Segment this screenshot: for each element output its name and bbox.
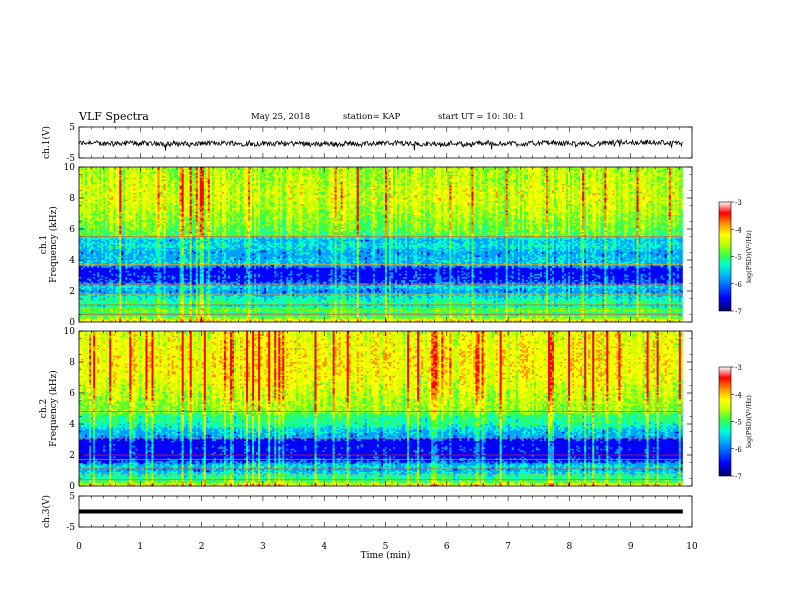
ch1-spectrogram-cells — [79, 167, 684, 323]
station-label: station= KAP — [343, 112, 400, 122]
ch2-spectrogram-ytick-label: 8 — [69, 358, 75, 368]
ch2-colorbar-label: log(PSD)(V²/Hz) — [745, 395, 753, 448]
time-axis: 0 1 2 3 4 5 6 7 8 9 10 Time (min) — [76, 542, 698, 561]
time-tick-label: 8 — [567, 542, 573, 552]
time-tick-label: 9 — [628, 542, 634, 552]
ch1-spectrogram-ytick-label: 6 — [69, 225, 75, 235]
time-tick-label: 6 — [444, 542, 450, 552]
ch3-waveform-trace — [79, 509, 683, 514]
ch1-colorbar-tick-label: -7 — [735, 308, 742, 316]
ch1-waveform-panel: 5 -5 ch.1(V) — [41, 123, 693, 164]
ch1-colorbar-tick-label: -4 — [735, 226, 742, 234]
ch1-waveform-ytick-label: 5 — [69, 123, 75, 133]
time-tick-label: 0 — [76, 542, 82, 552]
ch2-colorbar-tick-label: -7 — [735, 473, 742, 481]
ch1-spectrogram-ylabel-0: ch.1 — [39, 235, 49, 254]
ch1-colorbar-label: log(PSD)(V²/Hz) — [745, 230, 753, 283]
figure-title: VLF Spectra — [79, 110, 149, 123]
ch1-spectrogram-ytick-label: 2 — [69, 287, 75, 297]
date-label: May 25, 2018 — [251, 112, 310, 122]
ch1-waveform-trace — [78, 138, 684, 151]
time-tick-label: 5 — [383, 542, 389, 552]
ch3-waveform-ylabel-0: ch.3(V) — [41, 495, 52, 528]
ch2-colorbar-tick-label: -3 — [735, 364, 742, 372]
time-axis-label: Time (min) — [361, 550, 411, 561]
ch2-spectrogram-ytick-label: 4 — [69, 420, 75, 430]
ch2-colorbar: -3 -4 -5 -6 -7 log(PSD)(V²/Hz) — [718, 364, 753, 481]
ch2-spectrogram-ytick-label: 6 — [69, 389, 75, 399]
ch2-colorbar-tick-label: -6 — [735, 446, 742, 454]
ch1-waveform-ytick-label: -5 — [66, 154, 75, 164]
ch3-waveform-panel: 5 -5 ch.3(V) — [41, 492, 693, 533]
ch2-spectrogram-ytick-label: 2 — [69, 451, 75, 461]
ch1-colorbar: -3 -4 -5 -6 -7 log(PSD)(V²/Hz) — [718, 199, 753, 316]
time-tick-label: 2 — [199, 542, 205, 552]
ch2-colorbar-tick-label: -5 — [735, 419, 742, 427]
ch1-spectrogram-ytick-label: 10 — [64, 163, 76, 173]
ch2-spectrogram-ytick-label: 0 — [69, 482, 75, 492]
ch2-spectrogram-ytick-label: 10 — [64, 327, 76, 337]
time-tick-label: 10 — [686, 542, 698, 552]
ch3-waveform-ytick-label: -5 — [66, 523, 75, 533]
ch2-spectrogram-ylabel-0: ch.2 — [39, 399, 49, 418]
ch2-colorbar-gradient — [718, 366, 732, 477]
time-tick-label: 1 — [137, 542, 143, 552]
ch1-colorbar-tick-label: -3 — [735, 199, 742, 207]
time-tick-label: 4 — [321, 542, 327, 552]
time-tick-label: 3 — [260, 542, 266, 552]
ch1-spectrogram-ytick-label: 8 — [69, 194, 75, 204]
ch1-spectrogram-panel: 0 2 4 6 8 10 ch.1 Frequency (kHz) — [39, 163, 693, 328]
ch1-spectrogram-ytick-label: 0 — [69, 318, 75, 328]
start-time-label: start UT = 10: 30: 1 — [438, 112, 525, 122]
ch2-colorbar-tick-label: -4 — [735, 391, 742, 399]
ch1-colorbar-tick-label: -6 — [735, 281, 742, 289]
ch1-spectrogram-ytick-label: 4 — [69, 256, 75, 266]
ch1-colorbar-gradient — [718, 201, 732, 312]
ch1-colorbar-tick-label: -5 — [735, 254, 742, 262]
time-tick-label: 7 — [505, 542, 511, 552]
ch2-spectrogram-ylabel-1: Frequency (kHz) — [48, 370, 59, 447]
ch2-spectrogram-panel: 0 2 4 6 8 10 ch.2 Frequency (kHz) — [39, 327, 693, 492]
ch2-spectrogram-cells — [79, 331, 684, 487]
ch1-waveform-ylabel-0: ch.1(V) — [41, 126, 52, 159]
ch1-spectrogram-ylabel-1: Frequency (kHz) — [48, 206, 59, 283]
ch3-waveform-ytick-label: 5 — [69, 492, 75, 502]
